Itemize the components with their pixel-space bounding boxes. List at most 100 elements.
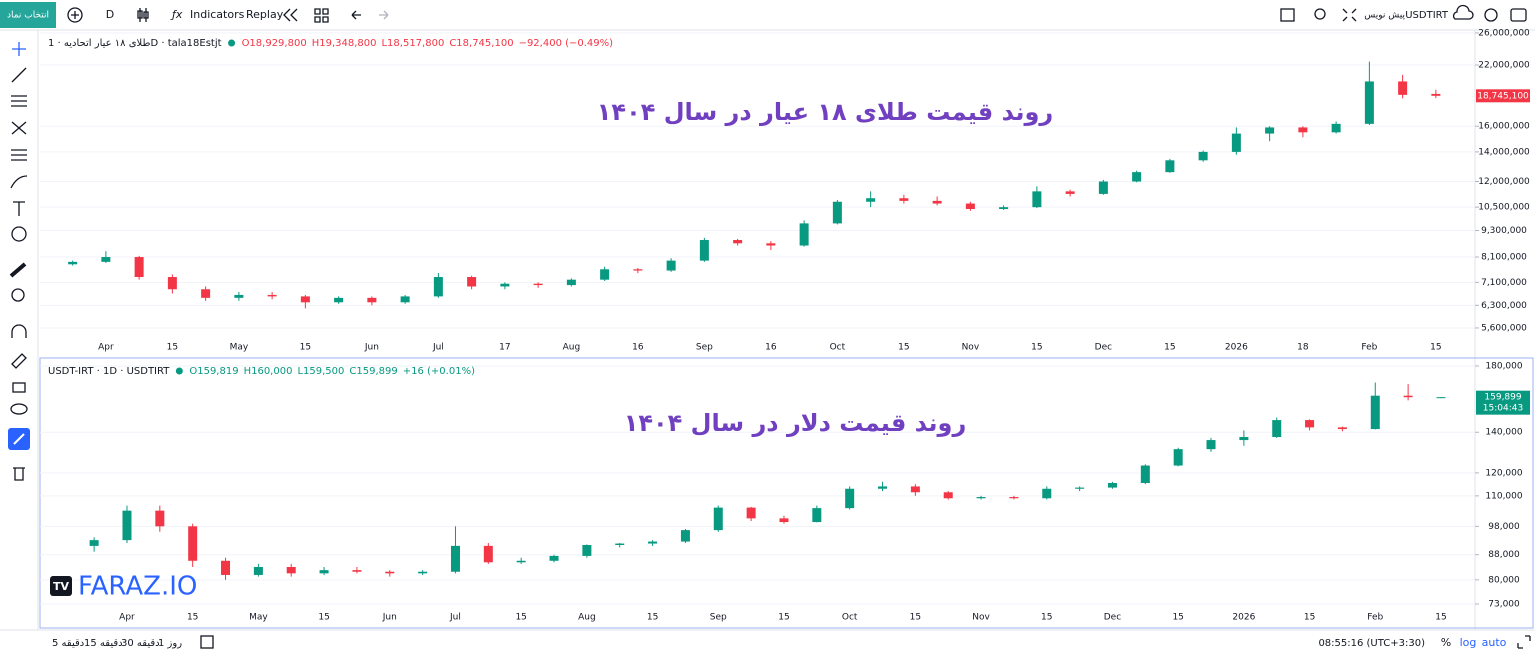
candle-body [122,510,132,541]
chart-type-icon[interactable] [137,8,149,22]
x-tick-label: Sep [710,613,727,623]
candle-body [1364,81,1374,124]
candle-body [483,545,493,563]
fullscreen-icon[interactable] [1342,8,1357,22]
status-dot [228,39,236,47]
x-tick-label: Feb [1367,613,1383,623]
candle-body [167,277,177,290]
candle-body [1398,81,1408,95]
settings-icon[interactable] [1484,8,1498,22]
candle-body [500,283,510,287]
crosshair-tool[interactable] [12,42,26,56]
candle-body [1431,93,1441,96]
interval-15m[interactable]: 15 دقیقه [84,638,123,649]
indicators-button[interactable]: Indicators [190,8,245,21]
trendline-tool[interactable] [11,67,27,83]
lock-drawing-tool[interactable] [11,353,27,369]
y-tick-label: 5,600,000 [1481,323,1527,333]
x-tick-label: 15 [1435,613,1446,623]
emoji-tool[interactable] [11,226,27,242]
candle-body [666,260,676,271]
draft-label[interactable]: پیش نویس [1364,11,1405,21]
candle-body [976,497,986,499]
fib-tool[interactable] [11,95,27,107]
date-range-icon[interactable] [200,635,214,649]
candle-body [68,261,78,265]
snapshot-icon[interactable] [1510,8,1527,22]
symbol-name[interactable]: USDTIRT [1405,10,1449,21]
x-tick-label: 2026 [1232,613,1255,623]
zoom-icon[interactable] [1314,8,1326,20]
candle-body [733,240,743,244]
add-symbol-icon[interactable] [71,11,79,19]
ruler-tool[interactable] [9,262,27,278]
candle-body [1042,488,1052,499]
x-tick-label: 15 [647,613,658,623]
symbol-button[interactable] [0,2,56,28]
candle-body [221,560,231,575]
candle-body [234,294,244,298]
auto-toggle[interactable]: auto [1482,636,1507,649]
interval-30m[interactable]: 30 دقیقه [121,638,160,649]
x-tick-label: 16 [765,343,777,353]
x-tick-label: 15 [515,613,526,623]
x-tick-label: 15 [898,343,909,353]
delete-tool[interactable] [13,467,25,481]
candle-body [566,279,576,286]
lock-tool[interactable] [12,382,26,393]
layout-icon[interactable] [314,8,329,23]
candle-body [89,540,99,546]
candle-body [633,269,643,271]
candle-body [516,560,526,563]
cloud-icon[interactable] [1452,4,1474,20]
legend-value: H160,000 [244,366,293,377]
replay-button[interactable]: Replay [246,8,284,21]
pattern-tool[interactable] [11,121,27,135]
expand-icon[interactable] [1517,635,1531,649]
text-tool[interactable] [13,201,25,216]
forecast-tool[interactable] [11,149,27,161]
x-tick-label: Oct [842,613,858,623]
log-toggle[interactable]: log [1460,636,1477,649]
zoom-tool[interactable] [11,288,25,302]
interval-1d[interactable]: 1 روز [158,638,182,649]
interval-5m[interactable]: 5 دقیقه [52,638,84,649]
panel-icon[interactable] [1280,8,1295,22]
candle-body [582,544,592,556]
candle-body [1331,123,1341,133]
add-symbol-icon[interactable] [67,7,83,23]
x-tick-label: 15 [300,343,311,353]
x-tick-label: Dec [1095,343,1112,353]
candle-body [418,571,428,574]
magnet-tool[interactable] [11,324,27,338]
brush-tool[interactable] [10,175,28,189]
watermark: FARAZ.IO [78,572,197,602]
x-tick-label: 17 [499,343,510,353]
indicators-icon[interactable]: ƒx [170,8,183,21]
x-tick-label: Jun [382,613,397,623]
candle-body [101,257,111,262]
candle-body [1165,160,1175,173]
candle-body [300,296,310,303]
percent-toggle[interactable]: % [1441,636,1451,649]
candle-body [334,297,344,303]
interval-button[interactable]: D [106,8,114,21]
undo-icon[interactable] [351,10,361,20]
x-tick-label: Dec [1104,613,1121,623]
x-tick-label: 15 [1164,343,1175,353]
link-icon[interactable] [13,433,25,445]
replay-icon[interactable] [283,8,298,22]
legend-value: H19,348,800 [312,38,377,49]
candle-body [1272,420,1282,437]
candle-body [1239,436,1249,441]
candle-body [1436,397,1446,399]
visibility-tool[interactable] [10,403,28,415]
symbol-button-label[interactable]: انتخاب نماد [7,11,49,21]
x-tick-label: 15 [167,343,178,353]
candle-body [615,543,625,545]
candle-body [1075,487,1085,489]
candle-body [878,486,888,489]
x-tick-label: Apr [119,613,135,623]
redo-icon[interactable] [379,10,389,20]
